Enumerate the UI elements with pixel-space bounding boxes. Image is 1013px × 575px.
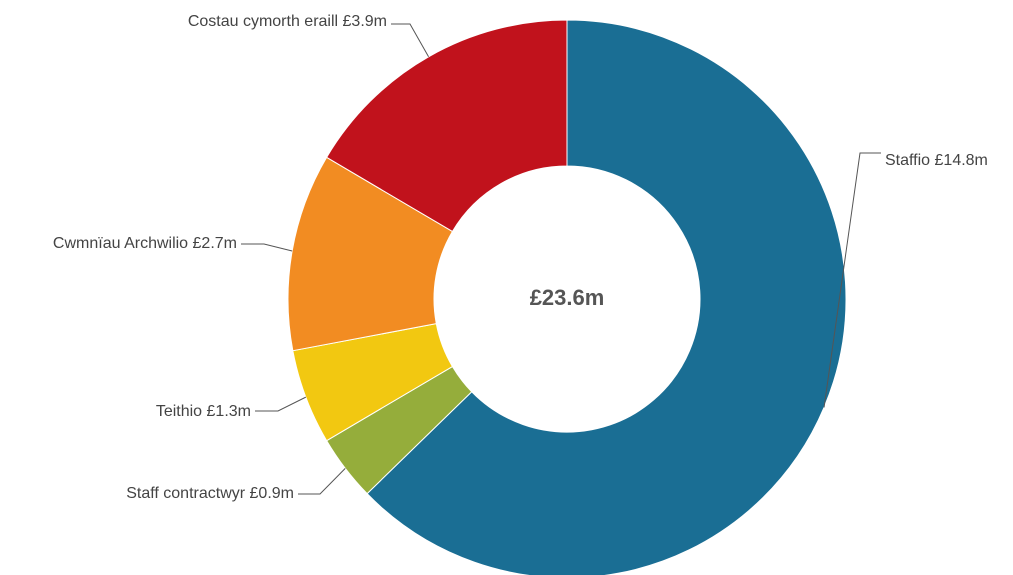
leader-line-teithio [255, 396, 307, 412]
donut-slices [287, 19, 847, 575]
slice-staffio [366, 19, 847, 575]
leader-line-cwmniau-archwilio [241, 243, 293, 252]
label-staffio: Staffio £14.8m [885, 152, 988, 169]
label-teithio: Teithio £1.3m [156, 403, 251, 420]
label-cwmniau-archwilio: Cwmnïau Archwilio £2.7m [53, 235, 237, 252]
leader-line-costau-cymorth-eraill [391, 23, 430, 58]
leader-line-staffio [823, 152, 881, 408]
leader-lines [241, 23, 881, 495]
label-costau-cymorth-eraill: Costau cymorth eraill £3.9m [188, 13, 387, 30]
slice-labels: Staffio £14.8m Staff contractwyr £0.9m Tei… [53, 13, 988, 502]
slice-costau-cymorth-eraill [325, 19, 568, 233]
label-staff-contractwyr: Staff contractwyr £0.9m [126, 485, 294, 502]
center-total-label: £23.6m [530, 285, 605, 310]
leader-line-staff-contractwyr [298, 468, 346, 495]
slice-cwmniau-archwilio [287, 156, 454, 352]
